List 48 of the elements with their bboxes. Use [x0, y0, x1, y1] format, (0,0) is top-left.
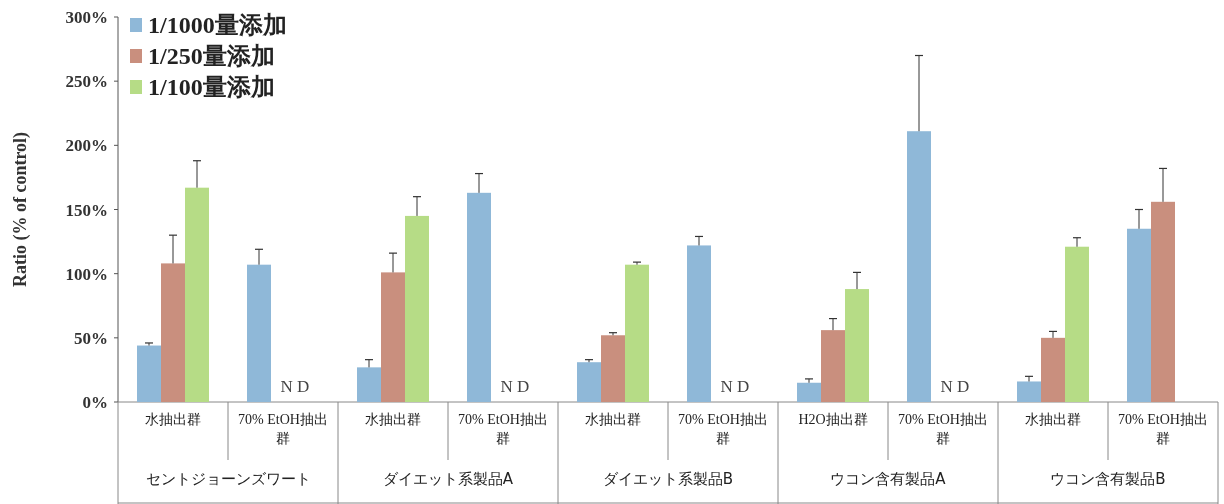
bar	[625, 264, 649, 402]
x-tick-label: 70% EtOH抽出群	[457, 411, 549, 448]
bar	[161, 263, 185, 402]
x-tick-label: 水抽出群	[144, 411, 202, 429]
annotation: N D	[280, 377, 310, 396]
bar	[381, 272, 405, 402]
bar	[1065, 246, 1089, 402]
y-tick-label: 150%	[65, 200, 108, 220]
bar	[1127, 228, 1151, 402]
annotation: N D	[940, 377, 970, 396]
text: ウコン含有製品B	[1049, 470, 1167, 489]
bar	[907, 131, 931, 402]
bar	[797, 382, 821, 402]
y-tick-label: 100%	[65, 264, 108, 284]
bar	[137, 345, 161, 402]
x-tick-label: 70% EtOH抽出群	[677, 411, 769, 448]
bar	[821, 330, 845, 402]
bar	[357, 367, 381, 402]
y-tick-label: 200%	[65, 136, 108, 156]
bar	[577, 362, 601, 402]
bar	[467, 192, 491, 402]
bar	[247, 264, 271, 402]
y-tick-label: 50%	[74, 328, 108, 348]
bar	[687, 245, 711, 402]
x-tick-label: 水抽出群	[1024, 411, 1082, 429]
y-tick-label: 0%	[82, 393, 108, 412]
bar	[845, 289, 869, 402]
bar	[1151, 201, 1175, 402]
bar	[1041, 337, 1065, 402]
annotation: N D	[720, 377, 750, 396]
y-axis-title: Ratio (% of control)	[10, 131, 31, 288]
bar	[601, 335, 625, 402]
x-tick-label: H2O抽出群	[797, 411, 869, 429]
y-tick-label: 300%	[65, 8, 108, 27]
text: ウコン含有製品A	[829, 470, 947, 489]
x-tick-label: 70% EtOH抽出群	[897, 411, 989, 448]
x-tick-label: 水抽出群	[584, 411, 642, 429]
text: セントジョーンズワート	[144, 470, 312, 489]
x-tick-label: 70% EtOH抽出群	[1117, 411, 1209, 448]
x-tick-label: 70% EtOH抽出群	[237, 411, 329, 448]
y-tick-label: 250%	[65, 72, 108, 92]
x-tick-label: 水抽出群	[364, 411, 422, 429]
bar	[1017, 381, 1041, 402]
bar	[405, 215, 429, 402]
annotation: N D	[500, 377, 530, 396]
bar	[185, 187, 209, 402]
text: ダイエット系製品B	[601, 470, 735, 489]
text: ダイエット系製品A	[381, 470, 515, 489]
